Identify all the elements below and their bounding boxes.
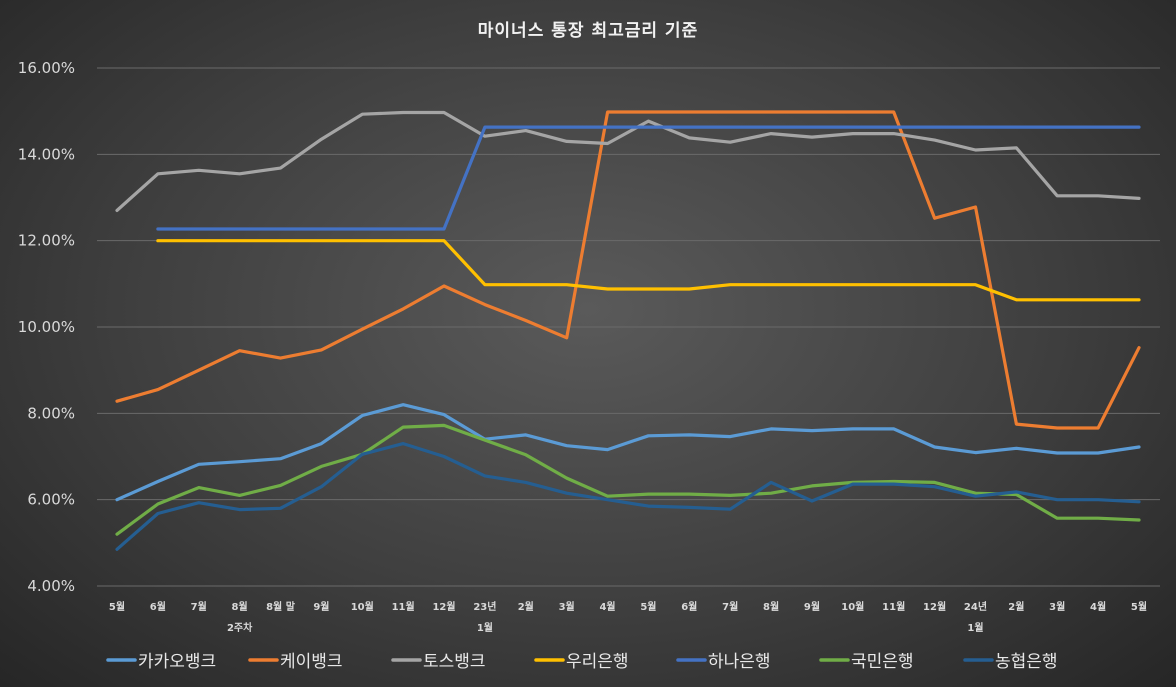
x-tick-label: 6월 (150, 601, 166, 613)
legend-label: 우리은행 (566, 652, 629, 672)
x-tick-label: 4월 (599, 601, 615, 613)
x-tick-label: 2월 (518, 601, 534, 613)
x-tick-label: 10월 (351, 601, 374, 613)
x-tick-label: 4월 (1090, 601, 1106, 613)
x-tick-label: 7월 (722, 601, 738, 613)
x-tick-label: 12월 (432, 601, 455, 613)
x-tick-label: 23년 (473, 600, 496, 613)
x-tick-label: 5월 (640, 601, 656, 613)
series-line-하나은행 (156, 125, 1141, 231)
x-tick-label: 12월 (923, 601, 946, 613)
series-lines (115, 110, 1141, 551)
x-tick-label: 10월 (841, 601, 864, 613)
y-tick-label: 12.00% (18, 232, 75, 250)
legend-label: 토스뱅크 (423, 652, 486, 672)
legend-label: 국민은행 (851, 652, 914, 672)
y-axis-ticks: 4.00% 6.00% 8.00% 10.00% 12.00% 14.00% 16.00% (18, 59, 75, 595)
y-tick-label: 6.00% (27, 491, 75, 509)
x-tick-label: 8월 (232, 601, 248, 613)
series-line-국민은행 (115, 423, 1141, 536)
y-tick-label: 10.00% (18, 318, 75, 336)
series-line-농협은행 (115, 442, 1141, 551)
x-tick-label: 5월 (109, 601, 125, 613)
x-tick-label: 11월 (882, 601, 905, 613)
x-tick-label: 8월 말 (266, 601, 296, 613)
series-line-우리은행 (156, 239, 1141, 302)
x-tick-label: 9월 (804, 601, 820, 613)
x-axis-ticks: 5월 6월 7월 8월 2주차 8월 말 9월 10월 11월 12월 23년 1월 2월 3월 4월 5월 6… (109, 600, 1147, 634)
x-tick-label: 5월 (1131, 601, 1147, 613)
series-line-카카오뱅크 (115, 403, 1141, 502)
y-tick-label: 14.00% (18, 145, 75, 163)
legend-label: 카카오뱅크 (138, 652, 216, 672)
x-tick-label: 3월 (559, 601, 575, 613)
series-line-케이뱅크 (115, 110, 1141, 430)
chart-title: 마이너스 통장 최고금리 기준 (477, 21, 699, 41)
x-tick-label: 6월 (681, 601, 697, 613)
x-tick-label: 8월 (763, 601, 779, 613)
x-tick-label: 1월 (967, 622, 983, 634)
legend: 카카오뱅크 케이뱅크 토스뱅크 우리은행 하나은행 국민은행 농협은행 (106, 652, 1058, 672)
y-tick-label: 4.00% (27, 577, 75, 595)
x-tick-label: 11월 (392, 601, 415, 613)
x-tick-label: 9월 (313, 601, 329, 613)
legend-label: 농협은행 (995, 652, 1058, 672)
legend-label: 케이뱅크 (280, 652, 343, 672)
x-tick-label: 7월 (191, 601, 207, 613)
y-tick-label: 16.00% (18, 59, 75, 77)
legend-label: 하나은행 (708, 652, 771, 672)
x-tick-label: 3월 (1049, 601, 1065, 613)
x-tick-label: 24년 (964, 600, 987, 613)
x-tick-label: 1월 (477, 622, 493, 634)
series-line-토스뱅크 (115, 110, 1141, 212)
x-tick-label: 2주차 (227, 621, 253, 634)
x-tick-label: 2월 (1008, 601, 1024, 613)
y-tick-label: 8.00% (27, 404, 75, 422)
gridlines (97, 67, 1160, 587)
